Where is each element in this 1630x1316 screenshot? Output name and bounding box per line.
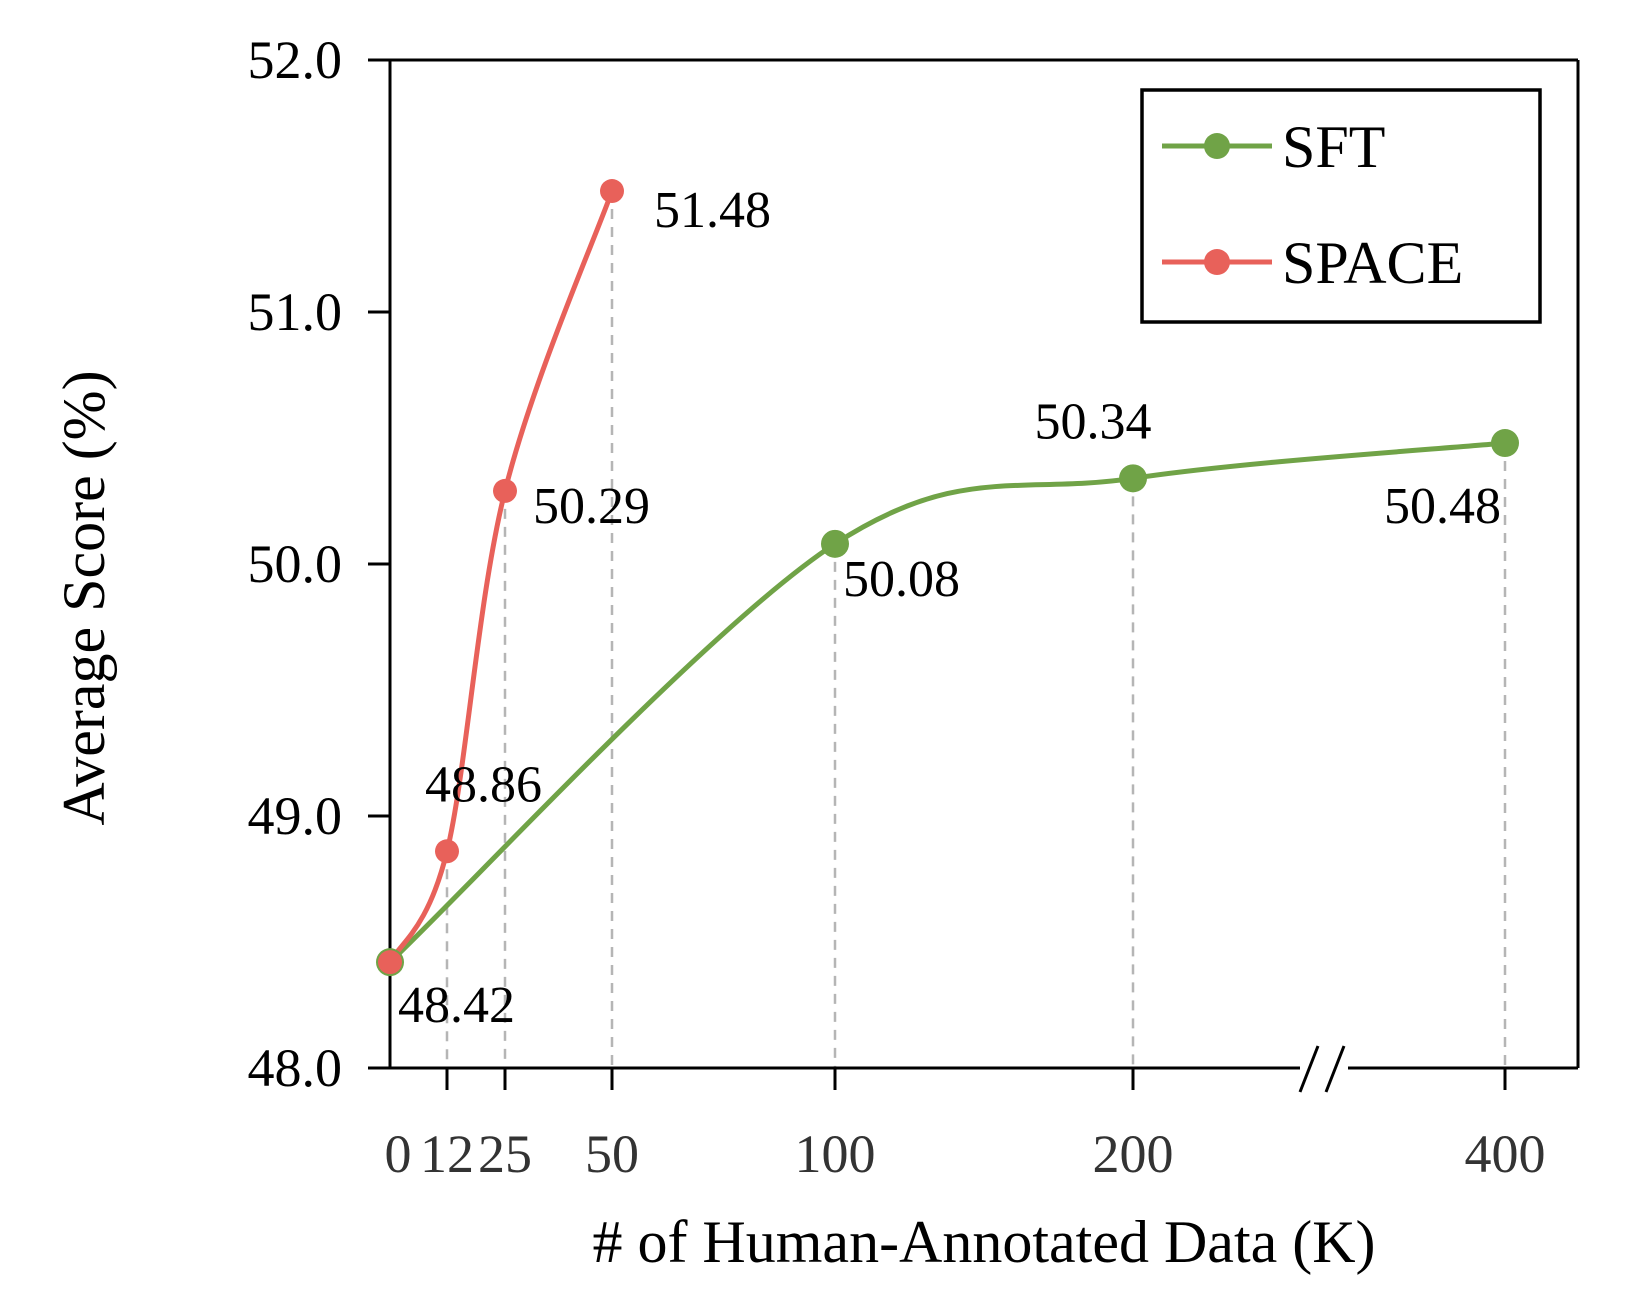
data-point-space [378,950,402,975]
x-tick-label: 50 [585,1124,639,1184]
axis-break-mark-2 [1324,1045,1346,1093]
legend-label-sft: SFT [1282,114,1385,180]
x-tick-label: 12 [420,1124,474,1184]
y-tick-label: 48.0 [248,1038,343,1098]
x-axis-title: # of Human-Annotated Data (K) [592,1209,1375,1275]
x-tick-label: 200 [1093,1124,1174,1184]
data-label: 48.42 [398,977,515,1034]
data-label: 51.48 [654,182,771,239]
x-tick-label: 25 [478,1124,532,1184]
x-tick-label: 100 [795,1124,876,1184]
data-label: 50.29 [533,478,650,535]
data-point-sft [1119,464,1147,493]
data-labels: 48.42 50.08 50.34 50.48 48.86 50.29 51.48 [398,182,1501,1034]
data-point-space [435,839,459,864]
data-point-space [600,179,624,204]
legend-marker-space [1204,249,1230,275]
tick-labels: 48.0 49.0 50.0 51.0 52.0 0 12 25 50 100 200 400 [248,30,1546,1184]
data-point-sft [1491,429,1519,458]
legend-label-space: SPACE [1282,230,1463,296]
plot-axes [368,58,1580,1093]
x-tick-label: 400 [1465,1124,1546,1184]
y-axis-title: Average Score (%) [51,370,117,825]
y-tick-label: 51.0 [248,282,343,342]
legend-box [1140,88,1542,324]
grid-guides [445,191,1507,1068]
series-line-sft [387,440,1508,965]
data-label: 50.34 [1035,393,1152,450]
series-line-space [387,188,615,965]
data-label: 48.86 [425,756,542,813]
data-point-space [493,478,517,503]
data-label: 50.08 [843,551,960,608]
series-lines [387,188,1508,965]
legend-marker-sft [1204,133,1230,159]
y-tick-label: 50.0 [248,534,343,594]
axis-break-mark-1 [1298,1045,1320,1093]
data-label: 50.48 [1384,478,1501,535]
legend: SFT SPACE [1140,88,1542,324]
data-point-sft [821,529,849,558]
y-tick-label: 52.0 [248,30,343,90]
x-tick-label: 0 [385,1124,412,1184]
y-tick-label: 49.0 [248,786,343,846]
series-markers [376,179,1519,977]
